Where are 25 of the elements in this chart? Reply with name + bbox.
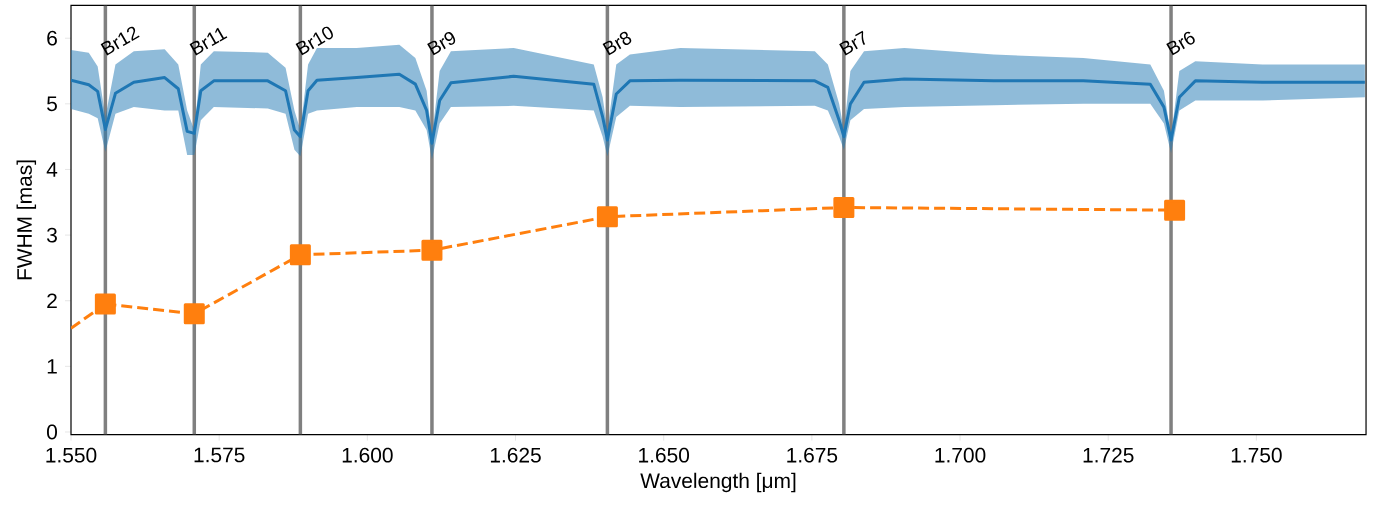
- ref-line-label: Br12: [100, 26, 140, 56]
- y-tick-label: 4: [46, 162, 58, 177]
- x-tick-label: 1.750: [1231, 447, 1282, 463]
- y-tick-label: 5: [47, 96, 57, 112]
- ref-line-label: Br7: [839, 30, 866, 56]
- ref-line-label: Br9: [427, 31, 456, 56]
- x-tick-label: 1.650: [639, 447, 690, 463]
- ref-line-label: Br10: [295, 26, 333, 56]
- y-tick-label: 1: [47, 359, 57, 374]
- y-tick-label: 6: [47, 30, 57, 46]
- y-tick-label: 3: [46, 227, 57, 243]
- x-tick-label: 1.675: [787, 447, 838, 463]
- x-tick-label: 1.725: [1083, 447, 1134, 463]
- x-tick-label: 1.600: [342, 447, 393, 463]
- y-tick-label: 2: [47, 293, 57, 309]
- x-axis-title: Wavelength [μm]: [640, 472, 796, 493]
- y-axis-title: FWHM [mas]: [16, 160, 37, 280]
- ref-line-label: Br11: [189, 27, 228, 56]
- y-tick-label: 0: [47, 424, 58, 440]
- x-tick-label: 1.625: [490, 447, 541, 463]
- x-tick-label: 1.550: [46, 447, 97, 463]
- ref-line-label: Br6: [1166, 31, 1195, 56]
- ref-line-label: Br8: [602, 31, 632, 56]
- x-tick-label: 1.575: [194, 447, 245, 463]
- x-tick-label: 1.700: [935, 447, 986, 463]
